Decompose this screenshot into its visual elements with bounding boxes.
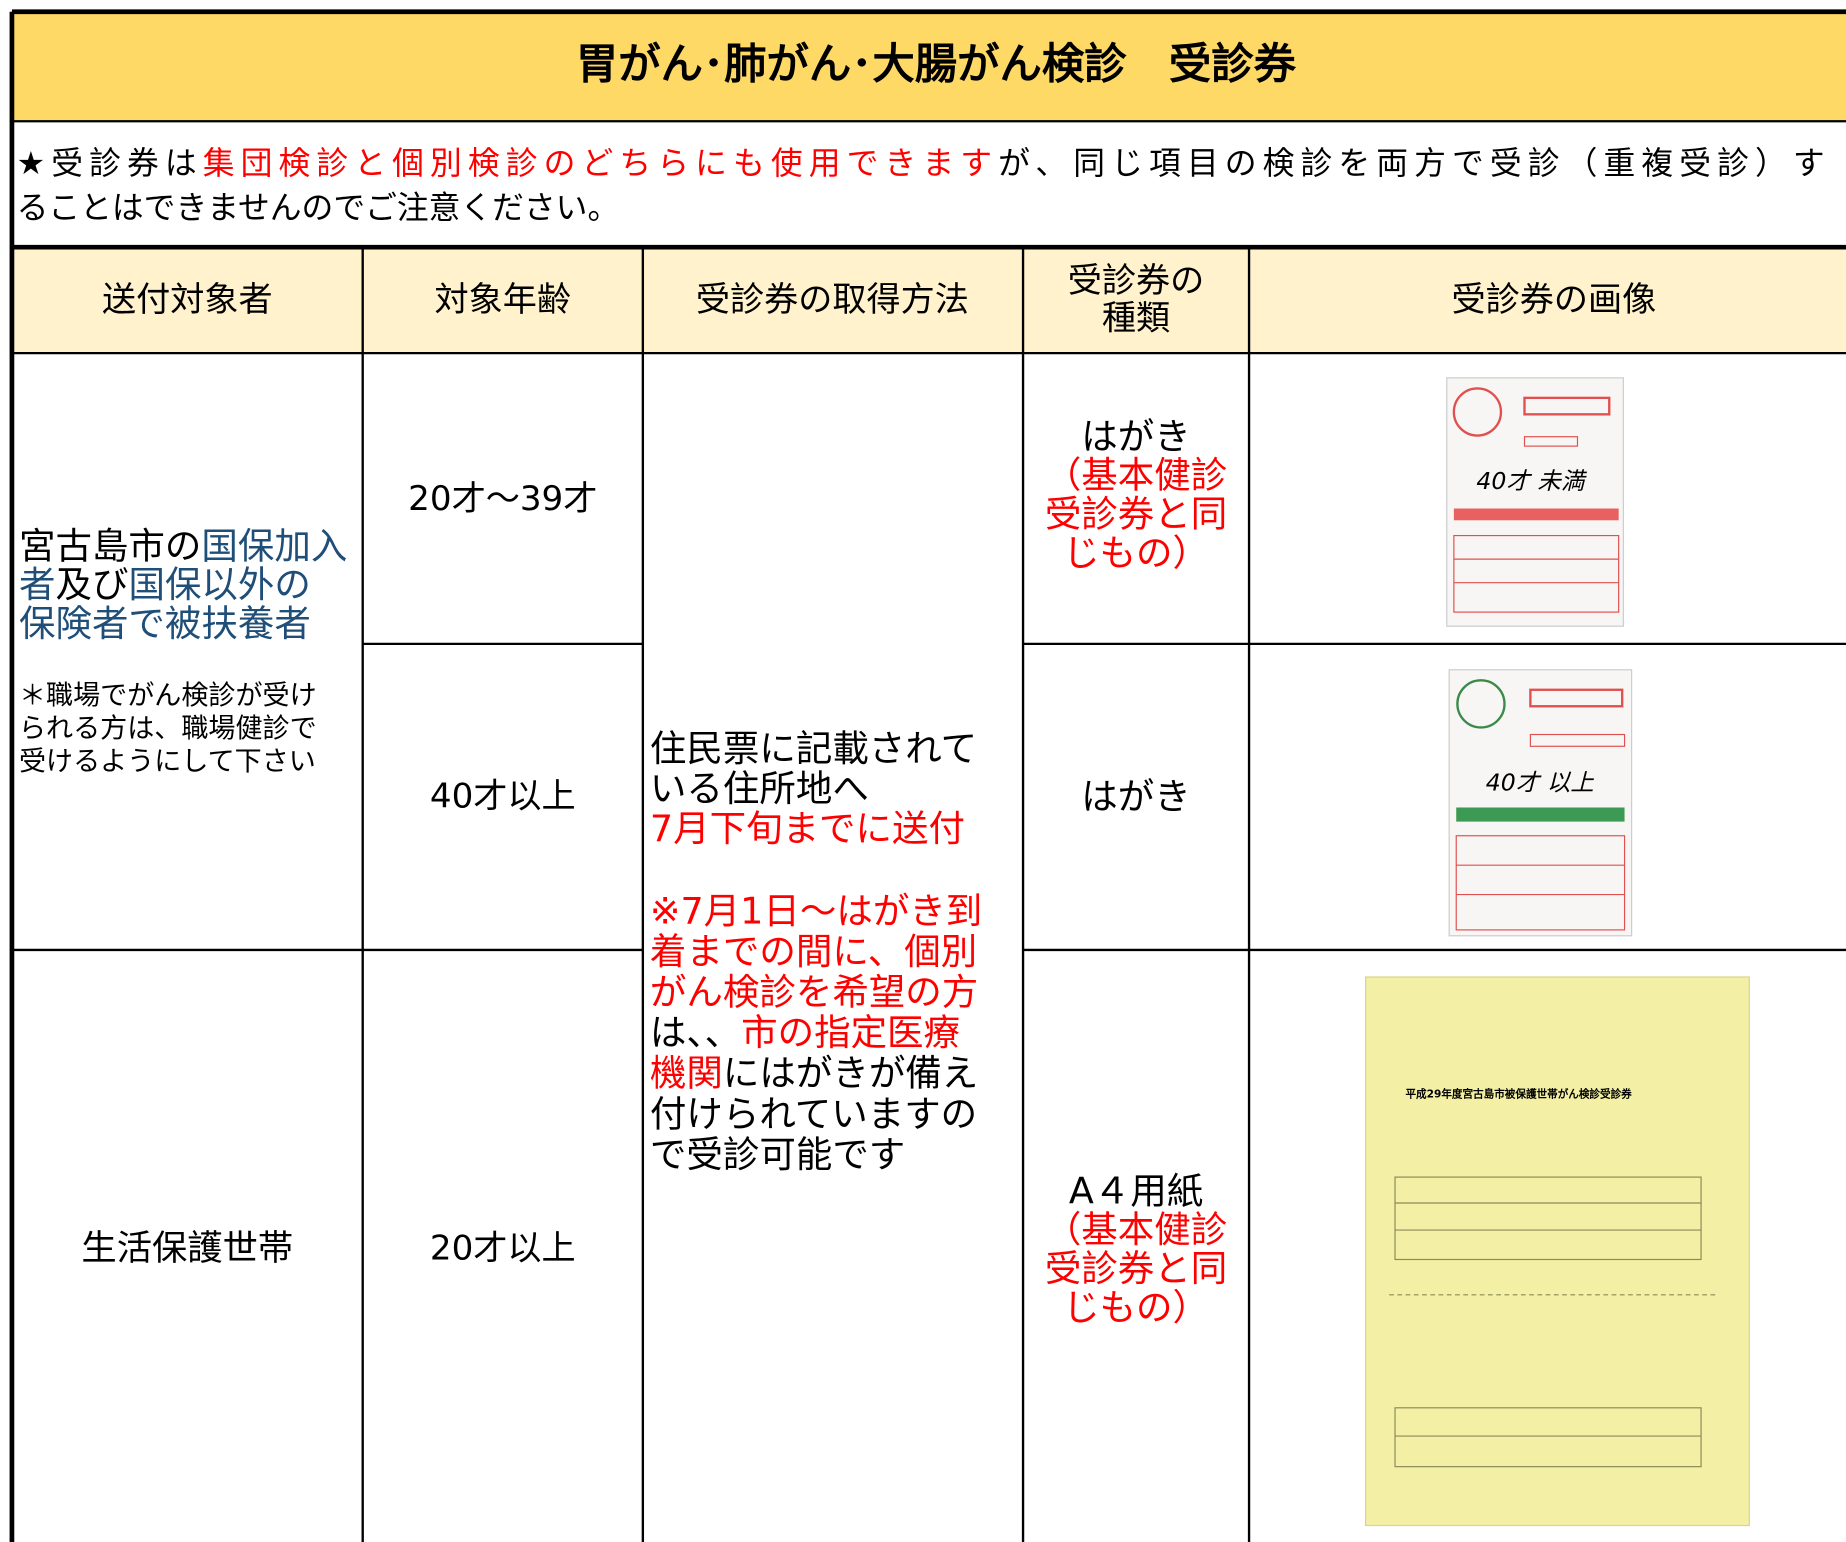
text-run: 生活保護世帯 bbox=[81, 1228, 293, 1269]
text-run: 7月下旬までに送付 bbox=[650, 806, 965, 849]
text-run: 国保以外の bbox=[128, 563, 310, 606]
column-header: 受診券の bbox=[1068, 261, 1205, 301]
text-run: 保険者で被扶養者 bbox=[19, 602, 311, 645]
ticket-type: A４用紙 bbox=[1069, 1169, 1203, 1212]
text-run: じもの） bbox=[1063, 531, 1209, 574]
method-line: 7月下旬までに送付 bbox=[650, 806, 965, 849]
text-run: は、、 bbox=[650, 1011, 741, 1054]
ticket-type: じもの） bbox=[1063, 1285, 1209, 1328]
target-group: 生活保護世帯 bbox=[81, 1228, 293, 1269]
target-group: 者及び国保以外の bbox=[19, 563, 311, 606]
ticket-type: はがき bbox=[1081, 414, 1190, 457]
ticket-type: （基本健診 bbox=[1045, 1208, 1227, 1251]
text-run: 着までの間に、個別 bbox=[650, 929, 977, 972]
image-caption: 平成29年度宮古島市被保護世帯がん検診受診券 bbox=[1405, 1088, 1632, 1101]
method-line: いる住所地へ bbox=[650, 766, 869, 809]
method-line: 付けられていますの bbox=[650, 1092, 977, 1135]
text-run: 者 bbox=[19, 563, 56, 606]
ticket-image-1 bbox=[1446, 377, 1624, 627]
notice-line: ★受診券は 集団検診と個別検診のどちらにも使用できます が、同じ項目の検診を両方で受… bbox=[17, 146, 1825, 182]
method-line: ※7月1日～はがき到 bbox=[650, 889, 982, 932]
text-run: 及び bbox=[55, 563, 128, 606]
text-run: （基本健診 bbox=[1045, 1208, 1227, 1251]
ticket-type: 受診券と同 bbox=[1045, 1247, 1227, 1290]
column-header: 受診券の画像 bbox=[1452, 280, 1657, 320]
age: 20才以上 bbox=[430, 1229, 576, 1269]
age: 20才～39才 bbox=[408, 479, 597, 519]
text-run: じもの） bbox=[1063, 1285, 1209, 1328]
target-group: 保険者で被扶養者 bbox=[19, 602, 311, 645]
method-line: がん検診を希望の方 bbox=[650, 970, 978, 1013]
method-line: 住民票に記載されて bbox=[650, 726, 977, 769]
notice-line: ることはできませんのでご注意ください。 bbox=[17, 191, 620, 227]
text-run: 国保加入 bbox=[201, 524, 347, 567]
age: 40才以上 bbox=[430, 777, 576, 817]
column-header: 送付対象者 bbox=[102, 280, 273, 320]
text-run: 付けられていますの bbox=[650, 1092, 977, 1135]
text-run: ※7月1日～はがき到 bbox=[650, 889, 982, 932]
text-run: で受診可能です bbox=[650, 1132, 905, 1175]
image-caption: 40才 未満 bbox=[1476, 467, 1587, 495]
text-run: 受診券と同 bbox=[1045, 1247, 1227, 1290]
image-caption: 40才 以上 bbox=[1486, 768, 1594, 796]
text-run: 受診券と同 bbox=[1045, 492, 1227, 535]
text-run: 市の指定医療 bbox=[741, 1011, 960, 1054]
target-note: 受けるようにして下さい bbox=[19, 746, 316, 777]
text-run: はがき bbox=[1081, 414, 1190, 457]
ticket-type: 受診券と同 bbox=[1045, 492, 1227, 535]
text-run: がん検診を希望の方 bbox=[650, 970, 978, 1013]
text-run: はがき bbox=[1081, 775, 1190, 818]
text-run: いる住所地へ bbox=[650, 766, 869, 809]
text-run: （基本健診 bbox=[1045, 453, 1227, 496]
text-run: A４用紙 bbox=[1069, 1169, 1203, 1212]
text-run: ることはできませんのでご注意ください。 bbox=[17, 191, 620, 227]
method-line: 着までの間に、個別 bbox=[650, 929, 977, 972]
method-line: 機関にはがきが備え bbox=[650, 1051, 978, 1094]
method-line: は、、市の指定医療 bbox=[650, 1011, 960, 1054]
text-run: ★受診券は bbox=[17, 146, 197, 182]
column-header: 種類 bbox=[1102, 299, 1170, 339]
ticket-type: （基本健診 bbox=[1045, 453, 1227, 496]
title-band bbox=[11, 11, 1846, 122]
text-run: 機関 bbox=[650, 1051, 723, 1094]
ticket-type: じもの） bbox=[1063, 531, 1209, 574]
target-note: られる方は、職場健診で bbox=[19, 713, 317, 744]
text-run: が、同じ項目の検診を両方で受診（重複受診）す bbox=[998, 146, 1825, 182]
header-row bbox=[11, 247, 1846, 354]
page-title: 胃がん･肺がん･大腸がん検診 受診券 bbox=[576, 40, 1297, 89]
method-line: で受診可能です bbox=[650, 1132, 905, 1175]
ticket-image-2 bbox=[1448, 669, 1633, 937]
text-run: にはがきが備え bbox=[723, 1051, 978, 1094]
column-header: 受診券の取得方法 bbox=[696, 280, 969, 320]
target-note: ＊職場でがん検診が受け bbox=[19, 680, 317, 711]
text-run: 集団検診と個別検診のどちらにも使用できます bbox=[203, 146, 992, 182]
target-group: 宮古島市の国保加入 bbox=[19, 524, 347, 567]
column-header: 対象年齢 bbox=[435, 280, 572, 320]
text-run: 住民票に記載されて bbox=[650, 726, 977, 769]
ticket-image-3 bbox=[1365, 976, 1750, 1527]
text-run: 宮古島市の bbox=[19, 524, 201, 567]
ticket-type: はがき bbox=[1081, 775, 1190, 818]
